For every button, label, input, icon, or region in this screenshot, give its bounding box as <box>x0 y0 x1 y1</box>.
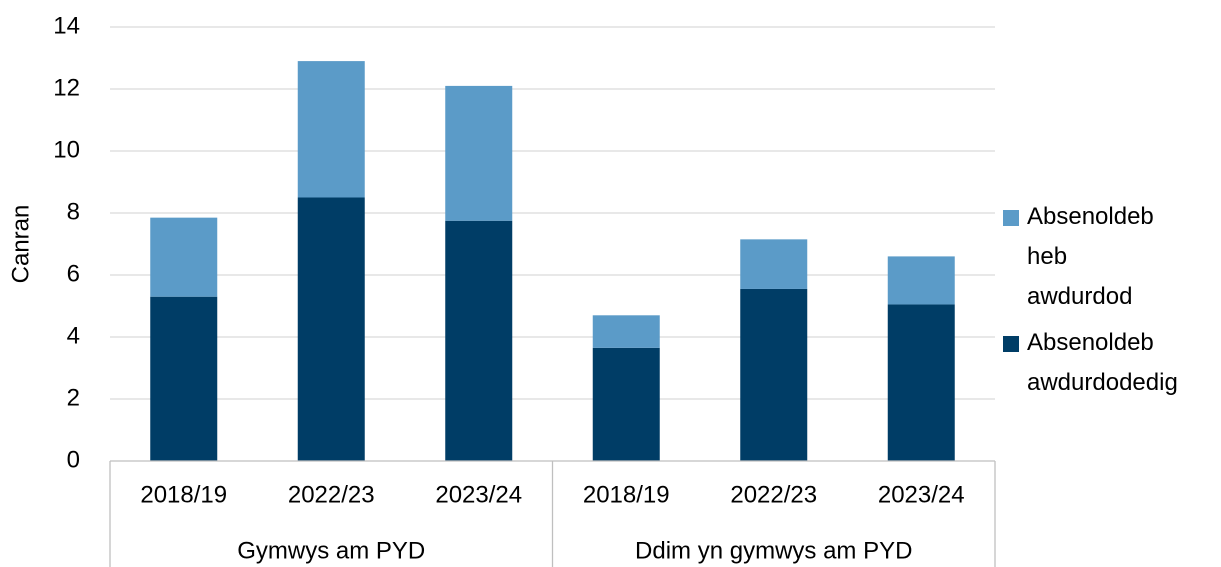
x-tick-label: 2023/24 <box>878 481 965 508</box>
bar-segment <box>150 296 218 461</box>
x-tick-label: 2022/23 <box>730 481 817 508</box>
legend-label: Absenoldeb heb awdurdod <box>1027 203 1154 310</box>
bar-segment <box>592 347 660 461</box>
legend-swatch <box>1003 336 1019 352</box>
x-tick-label: 2018/19 <box>583 481 670 508</box>
y-tick-label: 12 <box>53 74 80 101</box>
x-tick-label: 2022/23 <box>288 481 375 508</box>
y-axis-label: Canran <box>7 205 34 284</box>
group-label: Ddim yn gymwys am PYD <box>635 537 912 564</box>
bar-segment <box>592 315 660 348</box>
y-tick-label: 6 <box>67 260 80 287</box>
bar-segment <box>445 220 513 461</box>
y-tick-label: 4 <box>67 322 80 349</box>
y-tick-label: 14 <box>53 12 80 39</box>
bar-segment <box>887 256 955 305</box>
group-label: Gymwys am PYD <box>237 537 425 564</box>
y-tick-label: 10 <box>53 136 80 163</box>
y-tick-label: 0 <box>67 446 80 473</box>
x-tick-label: 2023/24 <box>435 481 522 508</box>
bar-segment <box>740 288 808 461</box>
bar-segment <box>297 197 365 461</box>
x-tick-label: 2018/19 <box>140 481 227 508</box>
y-tick-label: 8 <box>67 198 80 225</box>
bar-segment <box>297 61 365 198</box>
bar-segment <box>887 304 955 461</box>
bar-segment <box>150 217 218 297</box>
bar-segment <box>445 85 513 221</box>
legend-swatch <box>1003 210 1019 226</box>
legend-label: Absenoldeb awdurdodedig <box>1027 329 1178 396</box>
y-tick-label: 2 <box>67 384 80 411</box>
bar-segment <box>740 239 808 289</box>
